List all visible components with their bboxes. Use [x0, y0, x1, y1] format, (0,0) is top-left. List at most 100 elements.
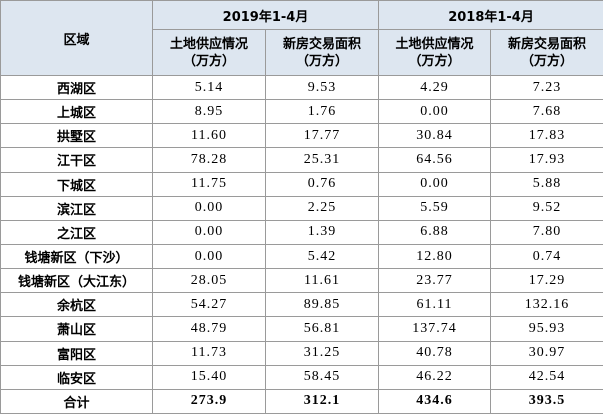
- header-row: 区域 2019年1-4月 2018年1-4月: [0, 0, 603, 76]
- value-cell: 23.77: [378, 268, 492, 294]
- data-row: 西湖区 5.14 9.53 4.29 7.23: [0, 74, 603, 101]
- data-row: 钱塘新区（下沙） 0.00 5.42 12.80 0.74: [0, 243, 603, 270]
- value-cell: 5.59: [378, 195, 492, 221]
- value-cell: 5.88: [490, 171, 603, 197]
- region-cell: 钱塘新区（下沙）: [0, 243, 153, 270]
- value-cell: 95.93: [490, 316, 603, 342]
- column-header: 新房交易面积 （万方）: [264, 29, 380, 76]
- value-cell: 28.05: [152, 268, 266, 294]
- data-row: 上城区 8.95 1.76 0.00 7.68: [0, 99, 603, 125]
- value-cell: 7.23: [490, 74, 603, 101]
- subheader-row: 土地供应情况 （万方） 新房交易面积 （万方） 土地供应情况 （万方） 新房交易面积 （万方）: [1, 29, 603, 76]
- value-cell: 15.40: [152, 364, 266, 390]
- value-cell: 40.78: [378, 340, 492, 366]
- value-cell: 17.83: [490, 123, 603, 149]
- value-cell: 46.22: [378, 364, 492, 390]
- column-header: 新房交易面积 （万方）: [490, 29, 603, 76]
- value-cell: 0.00: [378, 171, 492, 197]
- value-cell: 0.00: [152, 243, 266, 270]
- region-cell: 余杭区: [0, 292, 153, 318]
- value-cell: 132.16: [490, 292, 603, 318]
- value-cell: 137.74: [378, 316, 492, 342]
- data-row: 萧山区 48.79 56.81 137.74 95.93: [0, 316, 603, 342]
- value-cell: 30.97: [490, 340, 603, 366]
- value-cell: 30.84: [378, 123, 492, 149]
- value-cell: 17.93: [490, 147, 603, 173]
- value-cell: 9.53: [264, 74, 380, 101]
- value-cell: 0.00: [152, 195, 266, 221]
- total-row: 合计 273.9 312.1 434.6 393.5: [0, 388, 603, 414]
- region-cell: 上城区: [0, 99, 153, 125]
- value-cell: 273.9: [152, 388, 266, 414]
- value-cell: 56.81: [264, 316, 380, 342]
- header-line: 新房交易面积: [508, 36, 587, 52]
- header-line: 土地供应情况: [169, 36, 248, 52]
- value-cell: 17.77: [264, 123, 380, 149]
- region-cell: 江干区: [0, 147, 153, 173]
- value-cell: 7.68: [490, 99, 603, 125]
- value-cell: 58.45: [264, 364, 380, 390]
- region-cell: 西湖区: [0, 74, 153, 101]
- region-cell: 之江区: [0, 219, 153, 245]
- data-row: 江干区 78.28 25.31 64.56 17.93: [0, 147, 603, 173]
- value-cell: 7.80: [490, 219, 603, 245]
- value-cell: 12.80: [378, 243, 492, 270]
- data-row: 富阳区 11.73 31.25 40.78 30.97: [0, 340, 603, 366]
- value-cell: 42.54: [490, 364, 603, 390]
- value-cell: 0.74: [490, 243, 603, 270]
- region-cell: 拱墅区: [0, 123, 153, 149]
- value-cell: 0.76: [264, 171, 380, 197]
- data-row: 拱墅区 11.60 17.77 30.84 17.83: [0, 123, 603, 149]
- column-header: 土地供应情况 （万方）: [378, 29, 492, 76]
- value-cell: 89.85: [264, 292, 380, 318]
- value-cell: 0.00: [152, 219, 266, 245]
- value-cell: 1.39: [264, 219, 380, 245]
- region-cell: 滨江区: [0, 195, 153, 221]
- region-cell: 富阳区: [0, 340, 153, 366]
- value-cell: 11.75: [152, 171, 266, 197]
- region-cell: 合计: [0, 388, 153, 414]
- region-cell: 钱塘新区（大江东）: [0, 268, 153, 294]
- header-line: 土地供应情况: [395, 36, 474, 52]
- value-cell: 31.25: [264, 340, 380, 366]
- region-cell: 下城区: [0, 171, 153, 197]
- header-line: 新房交易面积: [283, 36, 362, 52]
- value-cell: 2.25: [264, 195, 380, 221]
- value-cell: 17.29: [490, 268, 603, 294]
- period-header: 2018年1-4月: [378, 0, 603, 30]
- value-cell: 9.52: [490, 195, 603, 221]
- table-body: 西湖区 5.14 9.53 4.29 7.23 上城区 8.95 1.76 0.00 7.68 拱墅…: [0, 74, 603, 414]
- value-cell: 393.5: [490, 388, 603, 414]
- region-cell: 临安区: [0, 364, 153, 390]
- value-cell: 11.61: [264, 268, 380, 294]
- header-line: （万方）: [182, 53, 235, 69]
- data-row: 钱塘新区（大江东） 28.05 11.61 23.77 17.29: [0, 268, 603, 294]
- value-cell: 78.28: [152, 147, 266, 173]
- header-line: （万方）: [408, 53, 461, 69]
- period-header: 2019年1-4月: [151, 0, 380, 30]
- value-cell: 25.31: [264, 147, 380, 173]
- column-header: 土地供应情况 （万方）: [152, 29, 266, 76]
- region-header: 区域: [0, 0, 153, 76]
- region-cell: 萧山区: [0, 316, 153, 342]
- value-cell: 434.6: [378, 388, 492, 414]
- value-cell: 312.1: [264, 388, 380, 414]
- value-cell: 64.56: [378, 147, 492, 173]
- header-line: （万方）: [521, 53, 574, 69]
- value-cell: 0.00: [378, 99, 492, 125]
- value-cell: 11.60: [152, 123, 266, 149]
- header-line: （万方）: [296, 53, 349, 69]
- value-cell: 5.14: [152, 74, 266, 101]
- value-cell: 48.79: [152, 316, 266, 342]
- data-row: 余杭区 54.27 89.85 61.11 132.16: [0, 292, 603, 318]
- value-cell: 1.76: [264, 99, 380, 125]
- data-row: 之江区 0.00 1.39 6.88 7.80: [0, 219, 603, 245]
- data-row: 下城区 11.75 0.76 0.00 5.88: [0, 171, 603, 197]
- data-row: 临安区 15.40 58.45 46.22 42.54: [0, 364, 603, 390]
- value-cell: 5.42: [264, 243, 380, 270]
- value-cell: 4.29: [378, 74, 492, 101]
- value-cell: 8.95: [152, 99, 266, 125]
- value-cell: 6.88: [378, 219, 492, 245]
